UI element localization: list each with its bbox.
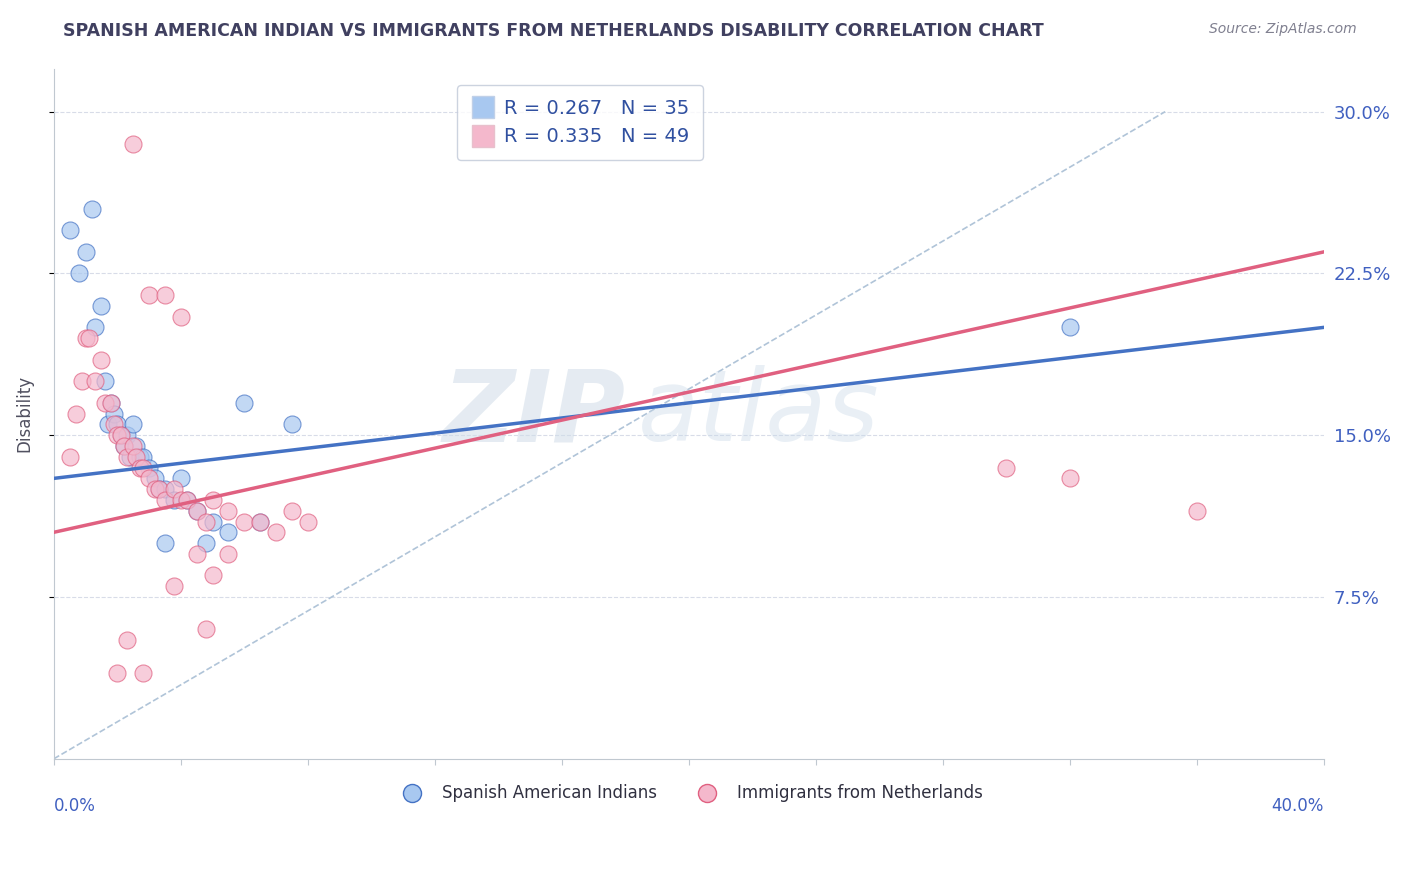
Point <box>201 568 224 582</box>
Point <box>195 623 218 637</box>
Point <box>122 417 145 432</box>
Point <box>176 492 198 507</box>
Point <box>1059 320 1081 334</box>
Point <box>103 417 125 432</box>
Point <box>170 471 193 485</box>
Text: ZIP: ZIP <box>443 365 626 462</box>
Point <box>195 515 218 529</box>
Y-axis label: Disability: Disability <box>15 376 32 452</box>
Point <box>249 515 271 529</box>
Text: atlas: atlas <box>638 365 880 462</box>
Point <box>105 665 128 680</box>
Point <box>72 374 94 388</box>
Point <box>217 547 239 561</box>
Point <box>128 450 150 464</box>
Point <box>67 267 90 281</box>
Point <box>110 428 132 442</box>
Point <box>75 244 97 259</box>
Point <box>264 525 287 540</box>
Point <box>138 288 160 302</box>
Point <box>80 202 103 216</box>
Point <box>170 492 193 507</box>
Point <box>115 428 138 442</box>
Point <box>125 450 148 464</box>
Point <box>281 504 304 518</box>
Point <box>90 352 112 367</box>
Point <box>100 396 122 410</box>
Point <box>122 136 145 151</box>
Text: 0.0%: 0.0% <box>53 797 96 814</box>
Point <box>153 288 176 302</box>
Point <box>125 439 148 453</box>
Point <box>97 417 120 432</box>
Point <box>297 515 319 529</box>
Point <box>112 439 135 453</box>
Point <box>138 460 160 475</box>
Point <box>118 450 141 464</box>
Text: 40.0%: 40.0% <box>1271 797 1324 814</box>
Point <box>128 460 150 475</box>
Point <box>163 482 186 496</box>
Text: SPANISH AMERICAN INDIAN VS IMMIGRANTS FROM NETHERLANDS DISABILITY CORRELATION CH: SPANISH AMERICAN INDIAN VS IMMIGRANTS FR… <box>63 22 1045 40</box>
Point <box>201 492 224 507</box>
Point <box>1185 504 1208 518</box>
Point <box>145 482 167 496</box>
Text: Source: ZipAtlas.com: Source: ZipAtlas.com <box>1209 22 1357 37</box>
Point <box>1059 471 1081 485</box>
Point <box>105 417 128 432</box>
Point <box>105 428 128 442</box>
Point <box>93 374 115 388</box>
Point <box>195 536 218 550</box>
Point <box>93 396 115 410</box>
Point <box>153 492 176 507</box>
Point <box>115 450 138 464</box>
Point <box>217 525 239 540</box>
Point <box>75 331 97 345</box>
Point <box>163 492 186 507</box>
Point <box>153 536 176 550</box>
Point <box>59 223 82 237</box>
Point <box>100 396 122 410</box>
Point <box>176 492 198 507</box>
Point <box>84 320 107 334</box>
Point <box>77 331 100 345</box>
Point <box>186 504 208 518</box>
Point <box>281 417 304 432</box>
Point <box>122 439 145 453</box>
Point <box>153 482 176 496</box>
Point <box>186 547 208 561</box>
Point <box>132 460 155 475</box>
Point <box>163 579 186 593</box>
Point <box>132 450 155 464</box>
Point <box>249 515 271 529</box>
Point <box>110 428 132 442</box>
Point <box>145 471 167 485</box>
Point <box>995 460 1018 475</box>
Point <box>148 482 170 496</box>
Point <box>170 310 193 324</box>
Point <box>148 482 170 496</box>
Point <box>59 450 82 464</box>
Point <box>115 633 138 648</box>
Point <box>132 665 155 680</box>
Point <box>138 471 160 485</box>
Point <box>201 515 224 529</box>
Point <box>84 374 107 388</box>
Point <box>90 299 112 313</box>
Point <box>103 407 125 421</box>
Point <box>217 504 239 518</box>
Legend: R = 0.267   N = 35, R = 0.335   N = 49: R = 0.267 N = 35, R = 0.335 N = 49 <box>457 85 703 160</box>
Point <box>233 515 256 529</box>
Point <box>65 407 87 421</box>
Point <box>233 396 256 410</box>
Point <box>112 439 135 453</box>
Point <box>186 504 208 518</box>
